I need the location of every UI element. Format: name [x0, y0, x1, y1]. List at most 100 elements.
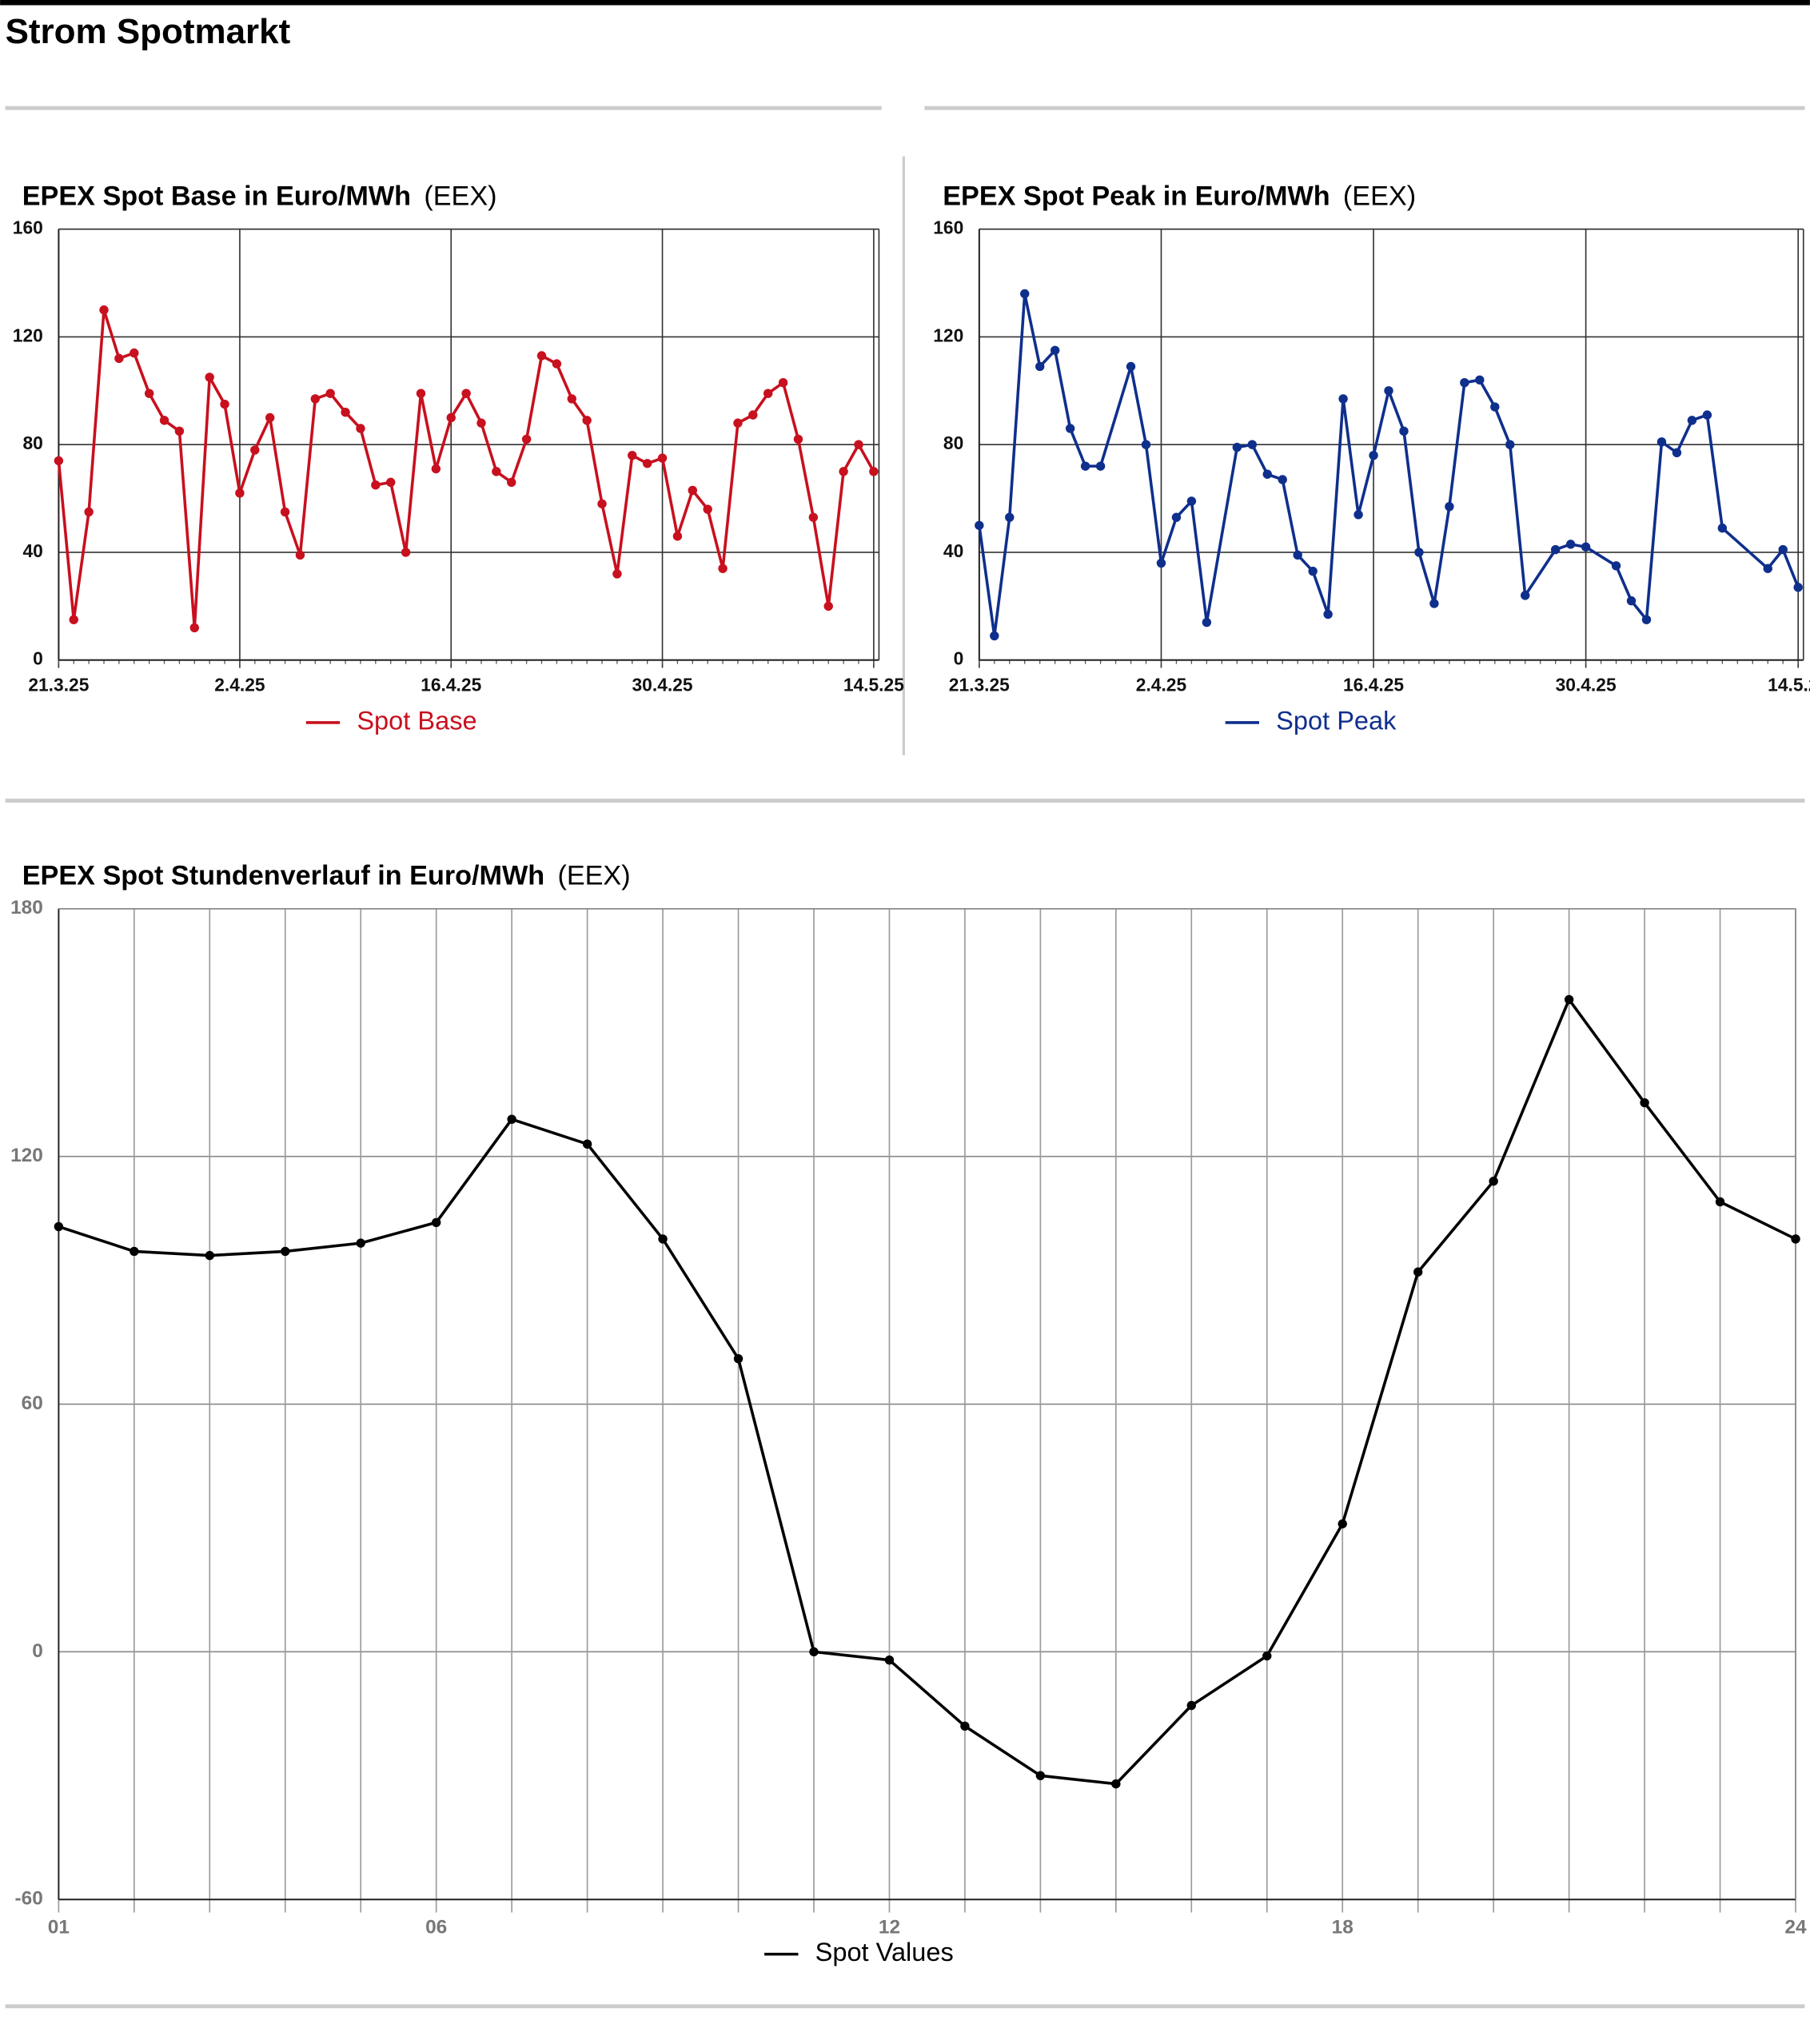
data-point	[672, 532, 683, 541]
data-point	[1126, 361, 1136, 372]
data-point	[1715, 1197, 1725, 1207]
data-point	[1293, 550, 1302, 560]
data-point	[1489, 1176, 1498, 1186]
chart-title-main: EPEX Spot Base in Euro/MWh	[22, 181, 411, 212]
data-point	[960, 1721, 970, 1731]
data-point	[416, 388, 426, 398]
data-point	[884, 1655, 895, 1665]
data-point	[688, 485, 698, 496]
data-point	[174, 426, 185, 436]
data-point	[597, 499, 607, 509]
data-point	[1641, 615, 1652, 624]
y-tick-label: 160	[933, 217, 963, 238]
data-point	[431, 464, 441, 474]
data-point	[1186, 496, 1197, 506]
data-point	[658, 1234, 668, 1244]
data-point	[1308, 566, 1318, 576]
data-point	[703, 504, 712, 514]
data-point	[1262, 1651, 1272, 1661]
data-point	[1111, 1779, 1121, 1789]
data-point	[642, 459, 652, 468]
y-tick-label: 40	[943, 540, 963, 561]
data-point	[280, 507, 290, 517]
data-point	[492, 467, 501, 476]
data-point	[325, 388, 335, 398]
y-tick-label: 60	[22, 1393, 43, 1414]
data-point	[310, 394, 321, 404]
data-point	[1035, 361, 1045, 372]
y-tick-label: 180	[10, 897, 43, 918]
data-point	[205, 373, 214, 382]
data-point	[1475, 375, 1485, 385]
data-point	[1490, 402, 1500, 412]
data-point	[1186, 1700, 1197, 1711]
x-tick-label: 01	[48, 1917, 70, 1938]
data-point	[809, 1647, 819, 1657]
y-tick-label: 0	[32, 1640, 43, 1662]
data-point	[476, 418, 486, 428]
data-point	[839, 467, 848, 476]
y-tick-label: 40	[22, 540, 42, 561]
x-tick-label: 30.4.25	[1556, 674, 1617, 695]
data-point	[130, 348, 139, 358]
y-tick-label: 120	[933, 325, 963, 345]
data-point	[1414, 548, 1424, 557]
data-point	[778, 377, 788, 388]
data-point	[341, 408, 350, 417]
data-point	[1005, 512, 1015, 522]
data-point	[507, 477, 516, 488]
data-point	[1505, 440, 1515, 449]
chart-title-main: EPEX Spot Stundenverlauf in Euro/MWh	[22, 861, 544, 891]
y-tick-label: -60	[15, 1888, 43, 1910]
data-point	[446, 412, 456, 423]
data-point	[628, 450, 637, 460]
data-point	[159, 416, 169, 425]
data-point	[1080, 461, 1090, 471]
y-tick-label: 160	[13, 217, 43, 238]
data-point	[733, 418, 743, 428]
page-title: Strom Spotmarkt	[6, 12, 291, 51]
data-point	[536, 351, 547, 361]
data-point	[763, 388, 773, 398]
data-point	[1141, 440, 1151, 449]
data-point	[99, 305, 109, 315]
y-tick-label: 120	[13, 325, 43, 345]
chart-source: (EEX)	[1343, 181, 1416, 212]
data-point	[189, 623, 199, 633]
data-point	[869, 467, 879, 476]
data-point	[431, 1217, 441, 1227]
y-tick-label: 80	[22, 432, 42, 453]
data-point	[1611, 561, 1621, 571]
x-tick-label: 14.5.25	[843, 674, 904, 695]
data-point	[1050, 345, 1060, 355]
y-tick-label: 0	[954, 648, 964, 669]
data-point	[1581, 542, 1591, 552]
x-tick-label: 21.3.25	[28, 674, 89, 695]
x-tick-label: 21.3.25	[949, 674, 1010, 695]
top-bar	[0, 0, 1810, 6]
data-point	[521, 434, 532, 444]
y-tick-label: 120	[10, 1145, 43, 1166]
data-point	[1702, 410, 1712, 420]
data-point	[1793, 583, 1803, 592]
data-point	[808, 512, 819, 522]
data-point	[235, 488, 245, 498]
data-point	[1323, 609, 1333, 620]
y-tick-label: 0	[33, 648, 43, 669]
data-point	[114, 353, 124, 364]
x-tick-label: 2.4.25	[1136, 674, 1187, 695]
data-point	[1035, 1771, 1046, 1780]
data-point	[265, 412, 275, 423]
data-point	[54, 1221, 64, 1232]
data-point	[1460, 377, 1469, 388]
data-point	[1521, 591, 1530, 600]
chart-title: EPEX Spot Peak in Euro/MWh (EEX)	[943, 181, 1416, 212]
data-point	[567, 394, 576, 404]
data-point	[718, 564, 728, 573]
data-point	[84, 507, 94, 517]
data-point	[1338, 394, 1348, 404]
x-tick-label: 16.4.25	[1343, 674, 1404, 695]
x-tick-label: 24	[1784, 1917, 1807, 1938]
